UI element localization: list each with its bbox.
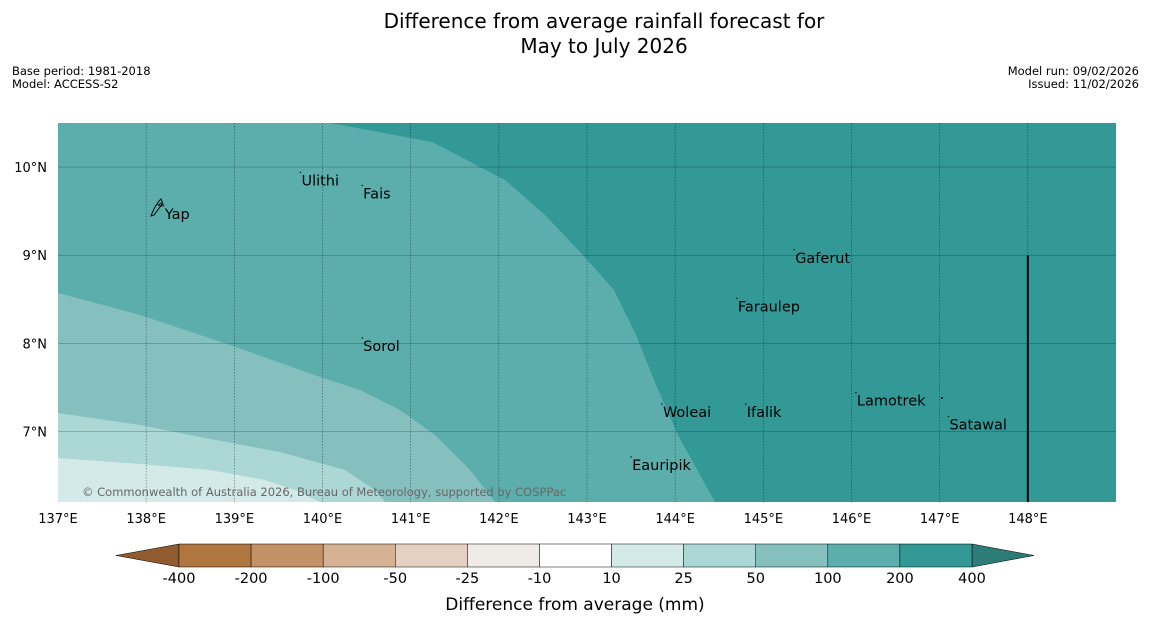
colorbar-bin xyxy=(683,543,756,568)
colorbar-label: 200 xyxy=(886,571,914,587)
island-marker xyxy=(661,403,663,405)
place-label-lamotrek: Lamotrek xyxy=(857,394,926,410)
place-label-ifalik: Ifalik xyxy=(747,405,782,421)
latitude-tick-labels: 10°N 9°N 8°N 7°N xyxy=(14,161,47,440)
meta-left: Base period: 1981-2018 Model: ACCESS-S2 xyxy=(12,65,151,91)
lon-tick-label: 144°E xyxy=(655,512,695,527)
colorbar-bin xyxy=(539,543,612,568)
colorbar-bin xyxy=(178,543,252,568)
place-label-faraulep: Faraulep xyxy=(738,299,800,315)
colorbar-label: 400 xyxy=(958,571,986,587)
graticule xyxy=(58,123,1116,502)
place-label-sorol: Sorol xyxy=(363,339,400,355)
colorbar-bins xyxy=(178,543,973,568)
colorbar-title: Difference from average (mm) xyxy=(445,595,704,615)
lat-tick-label: 7°N xyxy=(23,425,48,440)
island-marker xyxy=(361,337,363,339)
place-label-gaferut: Gaferut xyxy=(795,251,850,267)
island-marker xyxy=(941,397,943,399)
base-period: Base period: 1981-2018 xyxy=(12,64,151,78)
colorbar-label: -100 xyxy=(307,571,340,587)
colorbar-bin xyxy=(250,543,324,568)
lat-tick-label: 10°N xyxy=(14,161,47,176)
colorbar: -400 -200 -100 -50 -25 -10 10 25 50 100 200 400 Dif… xyxy=(115,543,1035,615)
place-label-woleai: Woleai xyxy=(663,405,711,421)
island-marker xyxy=(736,297,738,300)
colorbar-extend-low xyxy=(115,543,180,568)
colorbar-label: -10 xyxy=(528,571,552,587)
map-title: Difference from average rainfall forecas… xyxy=(0,9,1150,59)
longitude-tick-labels: 137°E 138°E 139°E 140°E 141°E 142°E 143°E 144°E… xyxy=(38,512,1047,527)
colorbar-extend-high xyxy=(971,543,1035,568)
colorbar-bin xyxy=(827,543,901,568)
lat-tick-label: 9°N xyxy=(23,249,48,264)
island-marker xyxy=(745,403,747,405)
colorbar-label: -400 xyxy=(163,571,196,587)
place-label-fais: Fais xyxy=(363,187,390,203)
lon-tick-label: 143°E xyxy=(567,512,607,527)
place-label-eauripik: Eauripik xyxy=(632,458,691,474)
place-labels: Ulithi Fais Yap Gaferut Faraulep Sorol Lamotre… xyxy=(163,171,1007,474)
island-marker xyxy=(361,184,363,187)
lon-tick-label: 146°E xyxy=(832,512,872,527)
island-marker xyxy=(793,249,795,251)
lon-tick-label: 140°E xyxy=(303,512,343,527)
yap-island-outline xyxy=(150,198,164,217)
colorbar-bin xyxy=(899,543,973,568)
lon-tick-label: 138°E xyxy=(126,512,166,527)
lat-tick-label: 8°N xyxy=(23,337,48,352)
model-name: Model: ACCESS-S2 xyxy=(12,77,119,91)
copyright-notice: © Commonwealth of Australia 2026, Bureau… xyxy=(82,485,566,499)
issued-date: Issued: 11/02/2026 xyxy=(1028,77,1139,91)
colorbar-label: 100 xyxy=(814,571,842,587)
island-marker xyxy=(630,456,632,458)
place-label-yap: Yap xyxy=(164,207,190,223)
title-line-1: Difference from average rainfall forecas… xyxy=(383,9,825,33)
colorbar-label: 10 xyxy=(602,571,620,587)
place-label-ulithi: Ulithi xyxy=(301,173,339,189)
lon-tick-label: 145°E xyxy=(744,512,784,527)
colorbar-bin xyxy=(755,543,829,568)
lon-tick-label: 142°E xyxy=(479,512,519,527)
colorbar-bin xyxy=(467,543,540,568)
island-marker xyxy=(163,205,165,207)
lon-tick-label: 147°E xyxy=(920,512,960,527)
meta-right: Model run: 09/02/2026 Issued: 11/02/2026 xyxy=(1008,65,1139,91)
colorbar-label: -200 xyxy=(235,571,268,587)
island-marker xyxy=(947,415,950,418)
colorbar-label: 50 xyxy=(747,571,765,587)
model-run: Model run: 09/02/2026 xyxy=(1007,64,1139,78)
colorbar-label: -50 xyxy=(383,571,407,587)
lon-tick-label: 139°E xyxy=(215,512,255,527)
contour-band-10-25 xyxy=(58,458,320,502)
colorbar-bin xyxy=(395,543,468,568)
island-marker xyxy=(855,391,857,394)
place-label-satawal: Satawal xyxy=(949,417,1006,433)
title-line-2: May to July 2026 xyxy=(520,34,688,58)
colorbar-bin xyxy=(322,543,396,568)
colorbar-bin xyxy=(611,543,684,568)
colorbar-label: 25 xyxy=(674,571,692,587)
colorbar-labels: -400 -200 -100 -50 -25 -10 10 25 50 100 200 400 xyxy=(163,571,986,587)
island-marker xyxy=(299,171,302,173)
lon-tick-label: 137°E xyxy=(38,512,78,527)
lon-tick-label: 148°E xyxy=(1008,512,1048,527)
colorbar-label: -25 xyxy=(456,571,480,587)
lon-tick-label: 141°E xyxy=(391,512,431,527)
